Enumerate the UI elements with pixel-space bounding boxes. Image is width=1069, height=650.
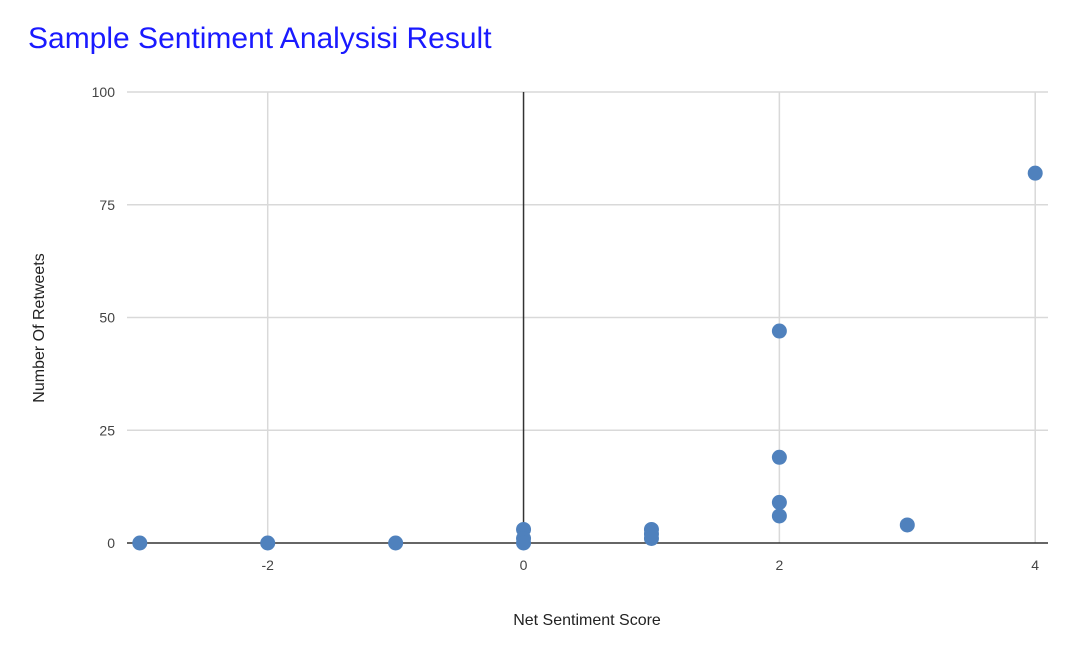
data-point xyxy=(771,508,787,524)
x-tick-label: -2 xyxy=(261,557,274,573)
gridlines xyxy=(127,91,1048,543)
y-tick-label: 100 xyxy=(92,84,116,100)
x-tick-label: 2 xyxy=(775,557,783,573)
data-point xyxy=(643,530,659,546)
tick-labels: 0 25 50 75 100 -2 0 2 4 xyxy=(92,84,1040,573)
data-point xyxy=(771,449,787,465)
data-point xyxy=(260,535,276,551)
x-axis-title: Net Sentiment Score xyxy=(513,612,661,629)
data-point xyxy=(516,535,532,551)
data-point xyxy=(771,323,787,339)
data-point xyxy=(388,535,404,551)
data-point xyxy=(899,517,915,533)
y-tick-label: 50 xyxy=(99,310,115,326)
data-point xyxy=(1027,165,1043,181)
data-point xyxy=(132,535,148,551)
x-tick-label: 4 xyxy=(1031,557,1039,573)
data-points xyxy=(132,165,1043,551)
data-point xyxy=(771,494,787,510)
y-tick-label: 0 xyxy=(107,535,115,551)
axes xyxy=(127,92,1048,544)
x-tick-label: 0 xyxy=(520,557,528,573)
y-tick-label: 25 xyxy=(99,422,115,438)
y-axis-title: Number Of Retweets xyxy=(31,253,48,402)
y-tick-label: 75 xyxy=(99,197,115,213)
chart-title: Sample Sentiment Analysisi Result xyxy=(28,22,492,55)
